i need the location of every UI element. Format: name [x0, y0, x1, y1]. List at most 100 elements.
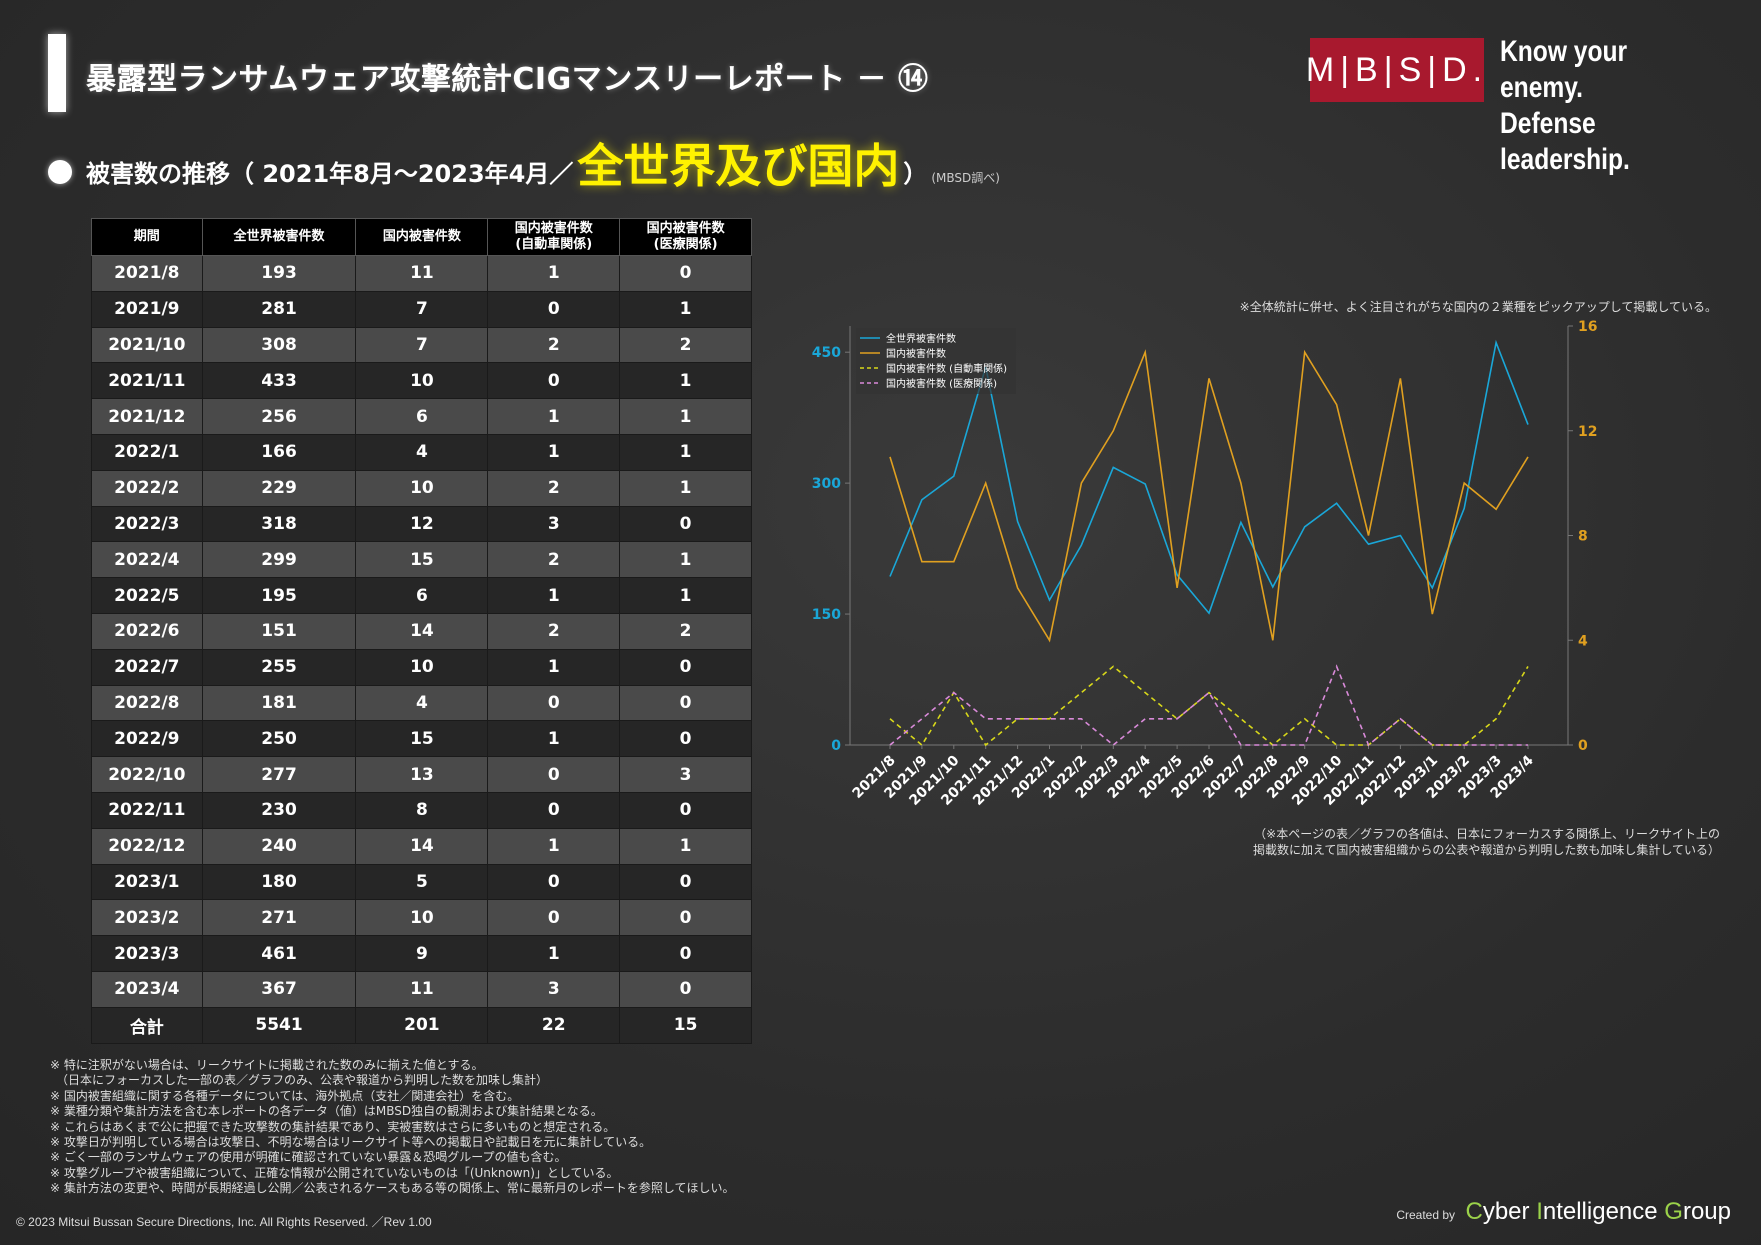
table-cell: 3 [487, 970, 621, 1008]
table-cell: 0 [487, 863, 621, 901]
chart-bottom-note-line1: （※本ページの表／グラフの各値は、日本にフォーカスする関係上、リークサイト上の [1254, 827, 1720, 841]
table-cell: 2022/10 [91, 756, 203, 793]
footnote-line: ※ ごく一部のランサムウェアの使用が明確に確認されていない暴露＆恐喝グループの値… [50, 1150, 567, 1165]
logo-tagline-line2: Defense leadership. [1500, 107, 1630, 176]
table-cell: 2021/10 [91, 326, 203, 364]
logo-tagline: Know your enemy. Defense leadership. [1500, 34, 1714, 178]
table-cell: 2 [619, 612, 752, 650]
table-cell: 256 [201, 398, 357, 435]
table-total-row: 合計 5541 201 22 15 [91, 1006, 752, 1044]
logo-tagline-line1: Know your enemy. [1500, 35, 1628, 104]
bullet-icon [48, 160, 72, 184]
header-auto: 国内被害件数 (自動車関係) [487, 218, 621, 256]
table-row: 2022/5 195 6 1 1 [91, 577, 752, 614]
table-cell: 0 [619, 720, 752, 758]
table-cell: 2021/9 [91, 290, 203, 328]
table-cell: 229 [201, 469, 357, 507]
table-row: 2022/2 229 10 2 1 [91, 469, 752, 507]
table-cell: 2022/12 [91, 827, 203, 865]
table-cell: 10 [355, 362, 489, 400]
table-row: 2021/10 308 7 2 2 [91, 326, 752, 364]
footnote-line: ※ 業種分類や集計方法を含む本レポートの各データ（値）はMBSD独自の観測および… [50, 1104, 603, 1119]
table-cell: 7 [355, 290, 489, 328]
table-cell: 7 [355, 326, 489, 364]
created-by-label: Created by [1396, 1208, 1456, 1222]
table-cell: 2 [619, 326, 752, 364]
table-cell: 1 [487, 720, 621, 758]
subtitle-part1: 被害数の推移（ 2021年8月～2023年4月／ [86, 160, 574, 188]
table-row: 2022/11 230 8 0 0 [91, 791, 752, 829]
table-cell: 0 [487, 290, 621, 328]
series-line-3 [889, 664, 1528, 747]
table-cell: 2022/2 [91, 469, 203, 507]
table-cell: 240 [201, 827, 357, 865]
table-row: 2022/1 166 4 1 1 [91, 433, 752, 471]
table-cell: 250 [201, 720, 357, 758]
table-row: 2023/3 461 9 1 0 [91, 935, 752, 972]
table-cell: 230 [201, 791, 357, 829]
series-line-0 [889, 339, 1529, 615]
table-row: 2021/9 281 7 0 1 [91, 290, 752, 328]
table-cell: 14 [355, 827, 489, 865]
left-tick-label: 450 [812, 345, 841, 361]
left-tick-label: 0 [831, 738, 841, 754]
header-medical: 国内被害件数 (医療関係) [619, 218, 752, 256]
table-cell: 2023/1 [91, 863, 203, 901]
table-cell: 1 [619, 398, 752, 435]
table-cell: 15 [355, 541, 489, 579]
table-cell: 180 [201, 863, 357, 901]
table-cell: 2021/8 [91, 255, 203, 292]
created-by: Created by Cyber Intelligence Group [1396, 1198, 1731, 1226]
right-tick-label: 8 [1578, 529, 1588, 545]
table-cell: 201 [355, 1006, 489, 1044]
table-cell: 308 [201, 326, 357, 364]
table-cell: 2022/5 [91, 577, 203, 614]
legend-label: 国内被害件数 (自動車関係) [886, 362, 1007, 375]
right-tick-label: 12 [1578, 424, 1597, 440]
table-cell: 1 [487, 648, 621, 686]
table-cell: 0 [619, 505, 752, 543]
footnote-line: ※ 攻撃グループや被害組織について、正確な情報が公開されていないものは「(Unk… [50, 1165, 619, 1180]
table-cell: 0 [487, 684, 621, 722]
header-domestic: 国内被害件数 [355, 218, 489, 256]
table-cell: 2023/4 [91, 970, 203, 1008]
table-cell: 1 [619, 577, 752, 614]
table-cell: 0 [487, 362, 621, 400]
mbsd-logo: M|B|S|D. [1306, 38, 1484, 102]
footnote-line: ※ 特に注釈がない場合は、リークサイトに掲載された数のみに揃えた値とする。 [50, 1058, 484, 1072]
table-row: 2022/10 277 13 0 3 [91, 756, 752, 793]
table-cell: 195 [201, 577, 357, 614]
left-tick-label: 150 [812, 607, 841, 623]
legend-box [856, 328, 1016, 394]
table-cell: 1 [619, 290, 752, 328]
table-cell: 1 [619, 827, 752, 865]
right-tick-label: 4 [1578, 633, 1588, 649]
table-row: 2022/6 151 14 2 2 [91, 612, 752, 650]
table-cell: 1 [619, 541, 752, 579]
table-cell: 2022/3 [91, 505, 203, 543]
section-subtitle: 被害数の推移（ 2021年8月～2023年4月／ 全世界及び国内 ） (MBSD… [48, 130, 1000, 196]
series-line-1 [889, 349, 1529, 643]
table-cell: 2022/9 [91, 720, 203, 758]
table-cell: 318 [201, 505, 357, 543]
table-cell: 2 [487, 612, 621, 650]
table-row: 2022/12 240 14 1 1 [91, 827, 752, 865]
table-cell: 433 [201, 362, 357, 400]
table-row: 2022/7 255 10 1 0 [91, 648, 752, 686]
page-title: 暴露型ランサムウェア攻撃統計CIGマンスリーレポート － ⑭ [86, 62, 929, 97]
table-cell: 9 [355, 935, 489, 972]
left-tick-label: 300 [812, 476, 841, 492]
table-cell: 3 [619, 756, 752, 793]
subtitle-note: (MBSD調べ) [931, 171, 1000, 185]
table-cell: 合計 [91, 1006, 203, 1044]
table-cell: 2022/7 [91, 648, 203, 686]
right-tick-label: 0 [1578, 738, 1588, 754]
table-row: 2023/2 271 10 0 0 [91, 899, 752, 937]
table-row: 2023/4 367 11 3 0 [91, 970, 752, 1008]
table-row: 2023/1 180 5 0 0 [91, 863, 752, 901]
table-cell: 15 [355, 720, 489, 758]
table-cell: 0 [619, 648, 752, 686]
table-cell: 1 [487, 577, 621, 614]
table-cell: 11 [355, 255, 489, 292]
table-cell: 10 [355, 648, 489, 686]
